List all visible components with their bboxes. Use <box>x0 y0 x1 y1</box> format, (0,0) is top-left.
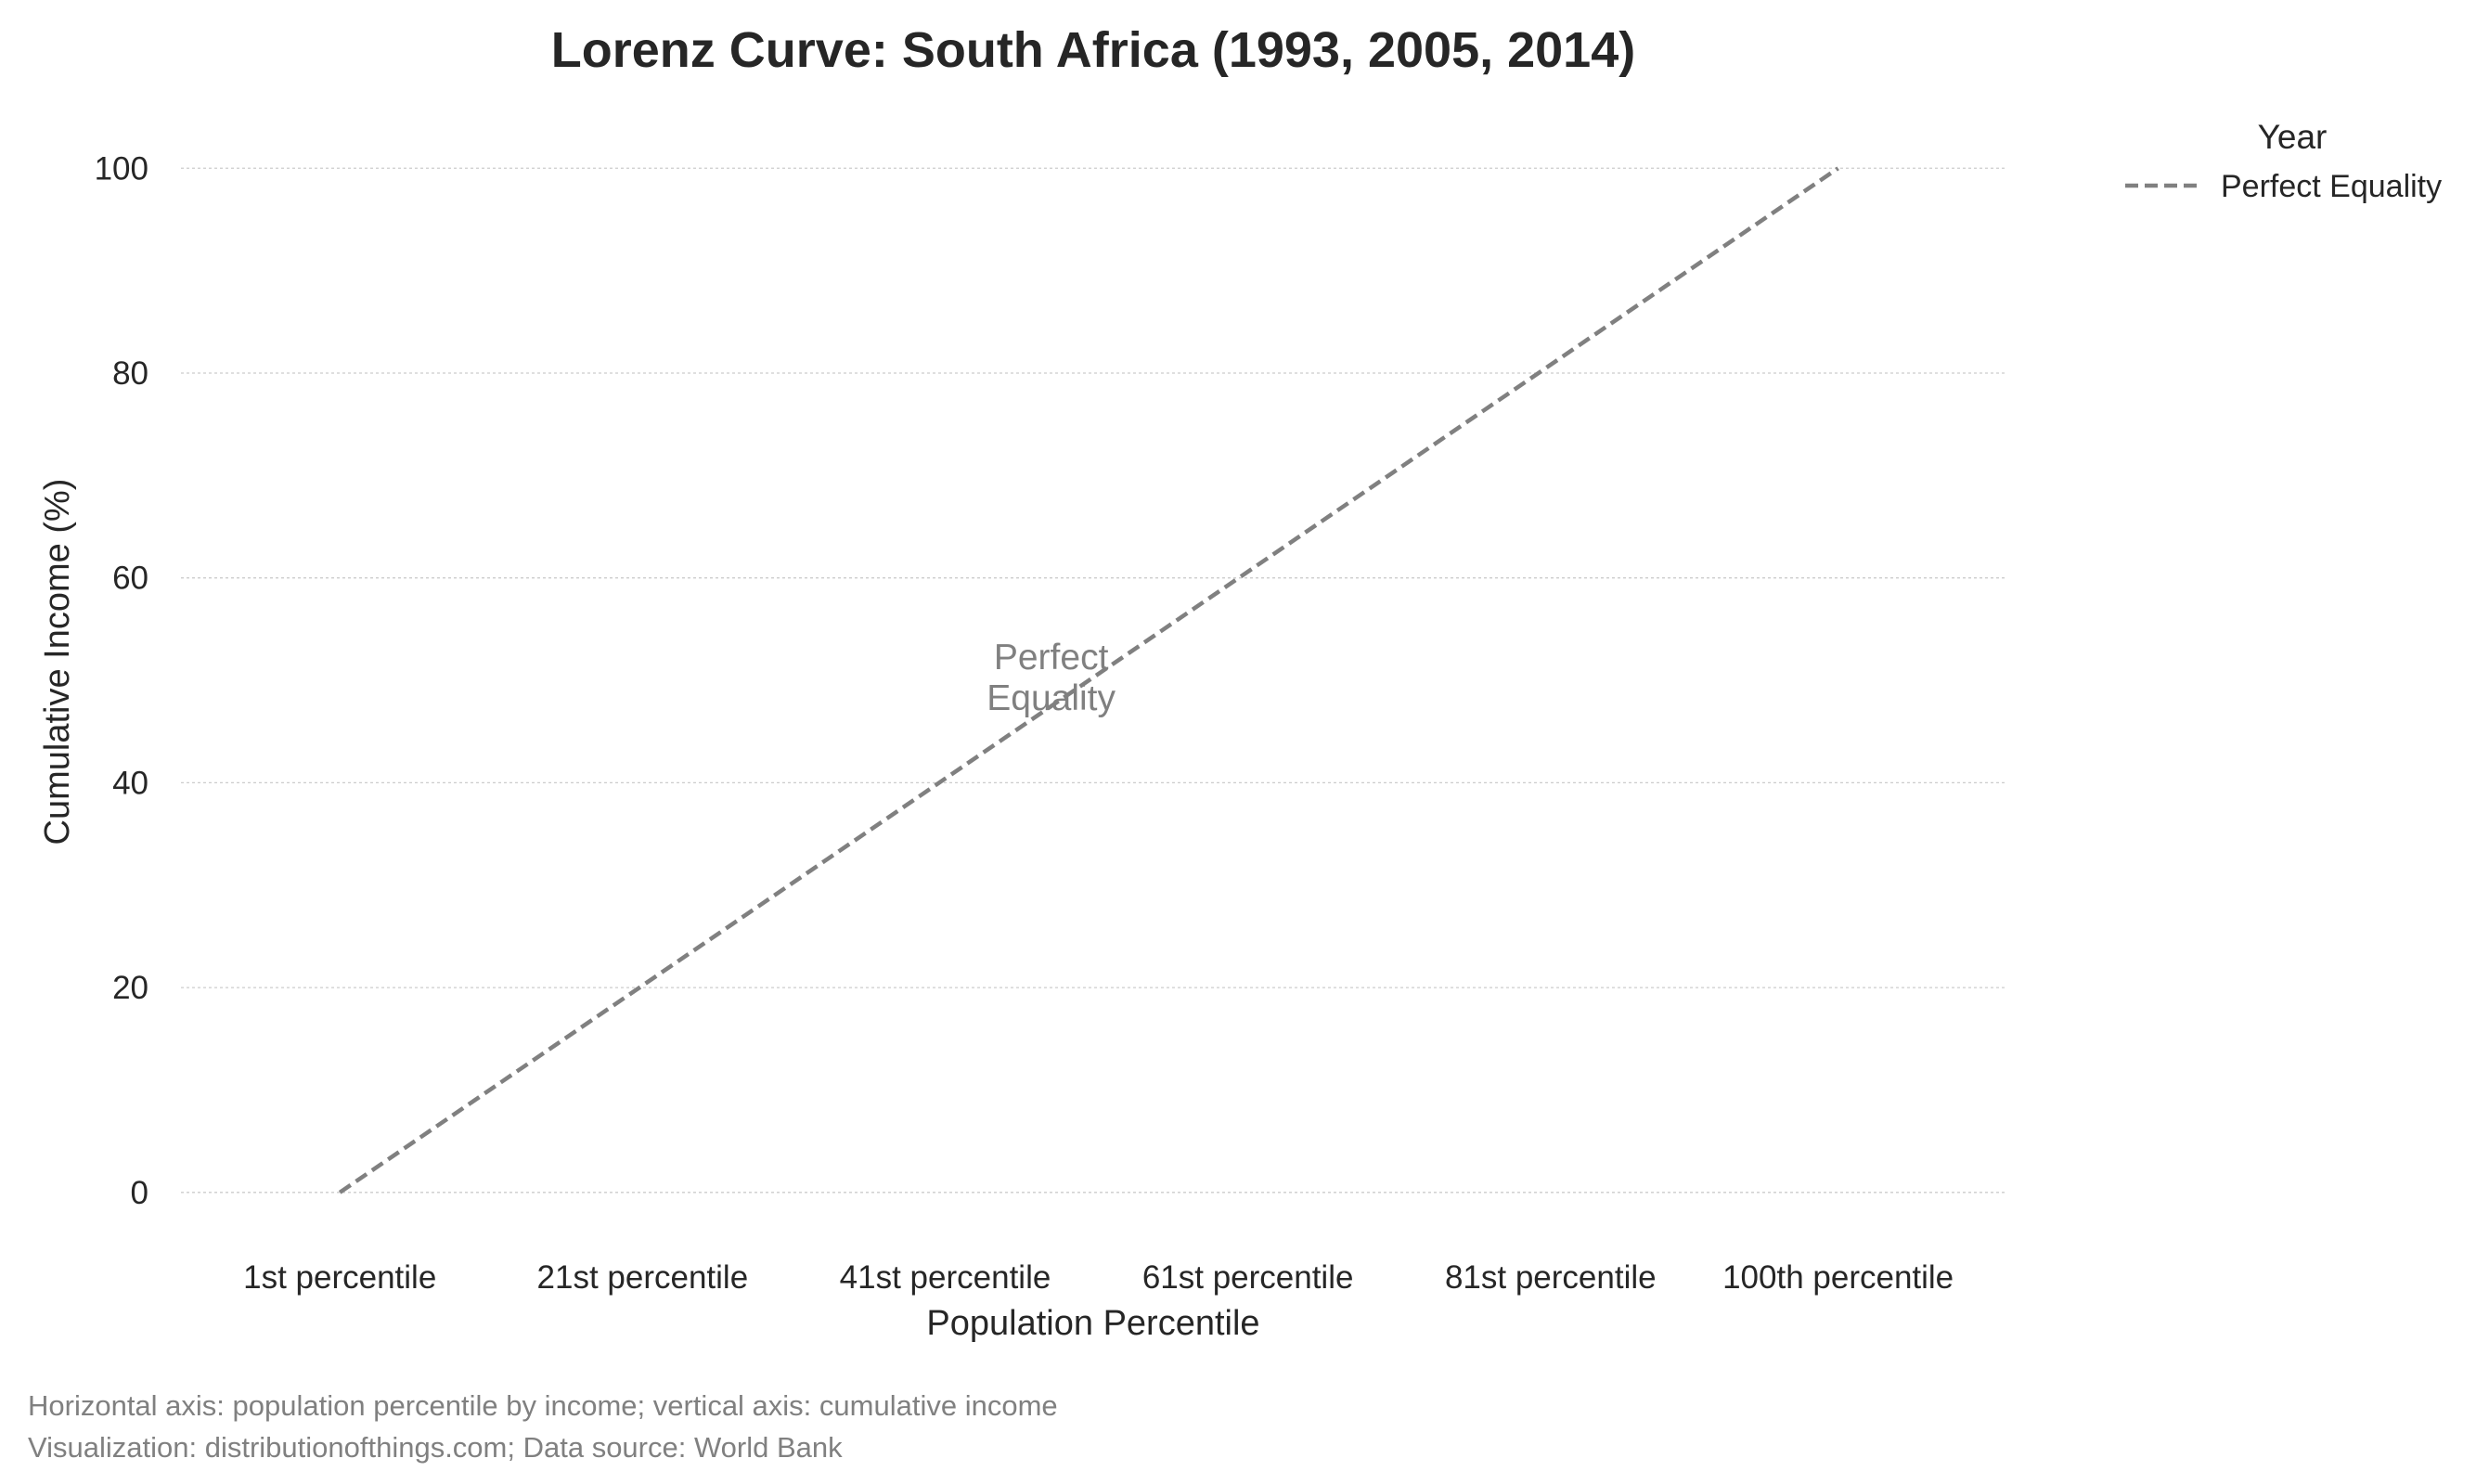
y-tick-label-20: 20 <box>112 970 148 1006</box>
annotation-line-2: Equality <box>987 678 1116 718</box>
x-axis-label: Population Percentile <box>926 1304 1259 1343</box>
footer-line-1: Horizontal axis: population percentile b… <box>28 1389 1058 1422</box>
legend-entry-perfect-equality: Perfect Equality <box>2221 169 2442 204</box>
y-tick-label-100: 100 <box>95 150 148 187</box>
legend: Year Perfect Equality <box>2125 118 2442 204</box>
y-tick-label-80: 80 <box>112 355 148 392</box>
chart-title: Lorenz Curve: South Africa (1993, 2005, … <box>551 22 1635 78</box>
annotation-line-1: Perfect <box>994 638 1109 677</box>
x-tick-label-100: 100th percentile <box>1722 1259 1954 1296</box>
series-layer <box>338 166 1839 1194</box>
legend-title: Year <box>2258 118 2328 156</box>
y-tick-labels: 0 20 40 60 80 100 <box>95 150 148 1211</box>
x-tick-label-41: 41st percentile <box>840 1259 1051 1296</box>
y-axis-label: Cumulative Income (%) <box>38 479 77 845</box>
series-line-perfect-equality <box>338 166 1839 1194</box>
y-tick-label-40: 40 <box>112 765 148 801</box>
x-tick-label-1: 1st percentile <box>243 1259 436 1296</box>
x-tick-label-61: 61st percentile <box>1142 1259 1354 1296</box>
y-tick-label-0: 0 <box>131 1175 148 1211</box>
x-tick-labels: 1st percentile 21st percentile 41st percen… <box>243 1259 1954 1296</box>
x-tick-label-81: 81st percentile <box>1445 1259 1657 1296</box>
x-tick-label-21: 21st percentile <box>537 1259 749 1296</box>
y-tick-label-60: 60 <box>112 561 148 597</box>
footer-line-2: Visualization: distributionofthings.com;… <box>28 1431 843 1464</box>
